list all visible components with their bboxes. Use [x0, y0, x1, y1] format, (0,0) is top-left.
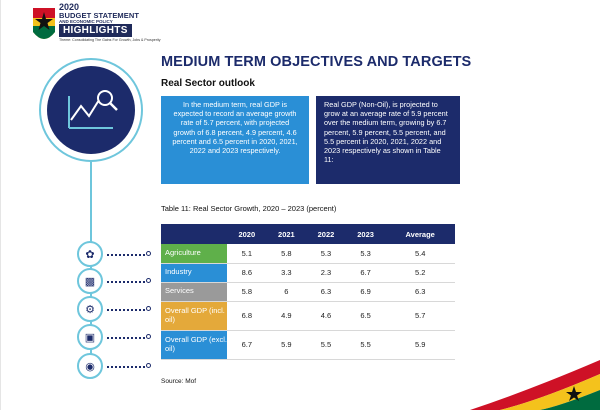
table-cell: 8.6 — [227, 263, 267, 283]
table-row: Overall GDP (excl. oil) 6.7 5.9 5.5 5.5 … — [161, 330, 455, 360]
table-cell: 6.5 — [345, 301, 386, 331]
real-gdp-summary-box: In the medium term, real GDP is expected… — [161, 96, 309, 184]
budget-logo: 2020 BUDGET STATEMENT AND ECONOMIC POLIC… — [31, 2, 191, 50]
header-cell: 2022 — [306, 224, 346, 244]
row-label: Overall GDP (incl. oil) — [161, 301, 227, 331]
source-note: Source: Mof — [161, 378, 197, 385]
table-cell: 5.3 — [345, 244, 386, 264]
table-cell: 5.8 — [266, 244, 307, 264]
non-oil-gdp-summary-box: Real GDP (Non-Oil), is projected to grow… — [316, 96, 460, 184]
real-sector-growth-table: 2020 2021 2022 2023 Average Agriculture … — [161, 224, 455, 360]
coins-hand-icon: ◉ — [77, 353, 103, 379]
ghana-star-emblem-icon — [33, 8, 55, 39]
logo-line1: BUDGET STATEMENT — [59, 11, 140, 20]
table-cell: 5.2 — [385, 263, 455, 283]
table-cell: 5.8 — [227, 282, 267, 302]
row-label: Industry — [161, 263, 227, 283]
connector-dots — [107, 254, 145, 256]
table-cell: 4.6 — [306, 301, 346, 331]
connector-end — [146, 278, 151, 283]
table-cell: 5.1 — [227, 244, 267, 264]
table-cell: 5.4 — [385, 244, 455, 264]
section-subtitle: Real Sector outlook — [161, 78, 255, 89]
table-row: Industry 8.6 3.3 2.3 6.7 5.2 — [161, 263, 455, 283]
connector-end — [146, 363, 151, 368]
table-cell: 6.8 — [227, 301, 267, 331]
logo-line2: AND ECONOMIC POLICY — [59, 19, 113, 24]
table-row: Overall GDP (incl. oil) 6.8 4.9 4.6 6.5 … — [161, 301, 455, 331]
row-label: Overall GDP (excl. oil) — [161, 330, 227, 360]
connector-end — [146, 306, 151, 311]
main-icon-circle — [47, 66, 135, 154]
table-cell: 5.9 — [385, 330, 455, 360]
page-title: MEDIUM TERM OBJECTIVES AND TARGETS — [161, 54, 472, 70]
table-cell: 6.3 — [306, 282, 346, 302]
table-caption: Table 11: Real Sector Growth, 2020 – 202… — [161, 204, 337, 213]
table-cell: 6.9 — [345, 282, 386, 302]
header-cell: Average — [385, 224, 455, 244]
row-label: Services — [161, 282, 227, 302]
connector-dots — [107, 366, 145, 368]
table-cell: 5.9 — [266, 330, 307, 360]
table-header-row: 2020 2021 2022 2023 Average — [161, 224, 455, 244]
table-cell: 6.7 — [345, 263, 386, 283]
factory-icon: ▩ — [77, 268, 103, 294]
header-cell: 2021 — [266, 224, 307, 244]
connector-dots — [107, 281, 145, 283]
header-cell: 2020 — [227, 224, 267, 244]
logo-theme: Theme: Consolidating The Gains For Growt… — [59, 38, 161, 42]
connector-dots — [107, 337, 145, 339]
outer-ring — [39, 58, 143, 162]
table-cell: 5.3 — [306, 244, 346, 264]
table-row: Agriculture 5.1 5.8 5.3 5.3 5.4 — [161, 244, 455, 264]
header-cell: 2023 — [345, 224, 386, 244]
table-row: Services 5.8 6 6.3 6.9 6.3 — [161, 282, 455, 302]
table-cell: 6 — [266, 282, 307, 302]
table-cell: 2.3 — [306, 263, 346, 283]
table-cell: 6.3 — [385, 282, 455, 302]
connector-dots — [107, 309, 145, 311]
table-cell: 5.7 — [385, 301, 455, 331]
gear-icon: ⚙ — [77, 296, 103, 322]
logo-highlights: HIGHLIGHTS — [59, 24, 132, 37]
table-cell: 5.5 — [345, 330, 386, 360]
chart-magnifier-icon — [68, 90, 118, 129]
ghana-flag-ribbon-icon — [470, 360, 600, 410]
logo-year: 2020 — [59, 2, 80, 12]
plant-icon: ✿ — [77, 241, 103, 267]
building-icon: ▣ — [77, 324, 103, 350]
table-cell: 6.7 — [227, 330, 267, 360]
table-cell: 3.3 — [266, 263, 307, 283]
row-label: Agriculture — [161, 244, 227, 264]
connector-end — [146, 334, 151, 339]
connector-end — [146, 251, 151, 256]
header-cell — [161, 224, 227, 244]
table-cell: 5.5 — [306, 330, 346, 360]
table-cell: 4.9 — [266, 301, 307, 331]
